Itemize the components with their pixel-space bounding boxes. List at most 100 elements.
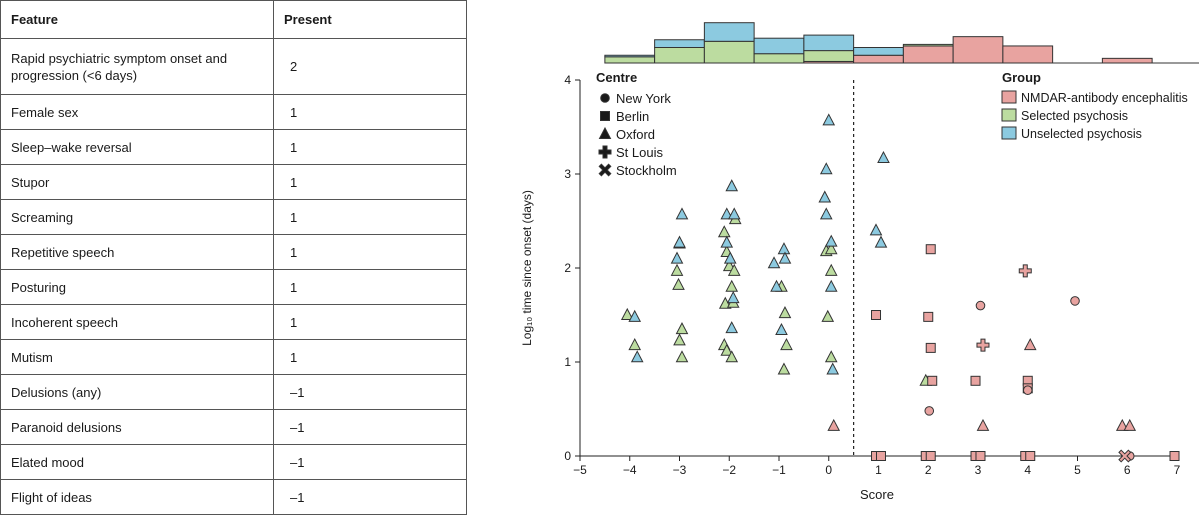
group-legend-label: Unselected psychosis <box>1021 127 1142 141</box>
legend-marker-plus <box>598 145 612 159</box>
data-point-unselected-triangle <box>630 350 644 363</box>
table-row: Mutism 1 <box>0 339 467 375</box>
feature-cell: Repetitive speech <box>0 234 274 270</box>
histogram-bar-nmdar <box>952 36 1004 64</box>
x-tick-label: 0 <box>825 463 832 477</box>
group-legend-label: Selected psychosis <box>1021 109 1128 123</box>
present-cell: 1 <box>273 129 467 165</box>
data-point-nmdar-square <box>923 311 934 322</box>
histogram-bar-unselected <box>753 37 805 55</box>
feature-cell: Screaming <box>0 199 274 235</box>
data-point-selected-triangle <box>672 277 685 290</box>
data-point-unselected-triangle <box>675 207 689 220</box>
feature-cell: Flight of ideas <box>0 479 274 515</box>
data-point-unselected-triangle <box>877 150 890 164</box>
legend-marker-square <box>600 111 610 121</box>
present-cell: 1 <box>273 234 467 270</box>
present-cell: 1 <box>273 164 467 200</box>
x-tick-label: −5 <box>573 463 587 477</box>
x-tick-label: 6 <box>1124 463 1131 477</box>
data-point-unselected-triangle <box>777 242 791 255</box>
table-row: Rapid psychiatric symptom onset and prog… <box>0 38 467 95</box>
data-point-selected-triangle <box>777 362 791 375</box>
data-point-unselected-triangle <box>725 179 739 192</box>
data-point-unselected-triangle <box>767 256 781 269</box>
data-point-selected-triangle <box>824 242 838 255</box>
data-point-selected-triangle <box>824 350 838 363</box>
data-point-unselected-triangle <box>869 223 883 236</box>
data-point-nmdar-triangle <box>1115 418 1129 431</box>
data-point-unselected-triangle <box>670 251 684 264</box>
present-cell: –1 <box>273 374 467 410</box>
data-point-selected-triangle <box>673 333 686 346</box>
histogram-bar-unselected <box>703 22 755 42</box>
data-point-nmdar-plus <box>1018 264 1032 278</box>
histogram-bar-nmdar <box>1101 57 1153 64</box>
centre-legend-label: New York <box>616 91 671 106</box>
data-point-nmdar-triangle <box>976 418 990 431</box>
x-tick-label: 1 <box>875 463 882 477</box>
feature-cell: Paranoid delusions <box>0 409 274 445</box>
data-point-nmdar-square <box>1169 451 1180 461</box>
histogram-bar-selected <box>654 47 705 64</box>
centre-legend-label: Oxford <box>616 127 655 142</box>
table-row: Paranoid delusions –1 <box>0 409 467 445</box>
data-point-unselected-triangle <box>822 113 836 126</box>
data-point-selected-triangle <box>620 307 634 320</box>
data-point-nmdar-circle <box>924 406 935 416</box>
legend-marker-triangle <box>598 126 612 139</box>
centre-legend-label: Berlin <box>616 109 649 124</box>
data-point-unselected-triangle <box>673 235 686 248</box>
legend-swatch-selected <box>1001 108 1017 122</box>
histogram-bar-nmdar <box>902 45 954 64</box>
table-row: Sleep–wake reversal 1 <box>0 129 467 165</box>
data-point-unselected-triangle <box>723 251 737 264</box>
table-row: Posturing 1 <box>0 269 467 305</box>
x-axis-label: Score <box>860 487 894 502</box>
feature-cell: Sleep–wake reversal <box>0 129 274 165</box>
column-header-present: Present <box>273 0 467 39</box>
x-tick-label: 3 <box>975 463 982 477</box>
data-point-unselected-triangle <box>824 234 838 247</box>
table-row: Stupor 1 <box>0 164 467 200</box>
group-legend-label: NMDAR-antibody encephalitis <box>1021 91 1188 105</box>
x-tick-label: 5 <box>1074 463 1081 477</box>
data-point-unselected-triangle <box>727 207 741 220</box>
data-point-unselected-triangle <box>720 207 734 220</box>
data-point-nmdar-square <box>925 451 936 461</box>
table-row: Screaming 1 <box>0 199 467 235</box>
score-scatter-chart: −5 −4 −3 −2 −1 0 1 2 3 4 5 6 7 0 1 2 3 4 Centre New York Be… <box>520 22 1199 502</box>
x-tick-label: 7 <box>1174 463 1181 477</box>
data-point-selected-triangle <box>824 263 838 276</box>
feature-cell: Incoherent speech <box>0 304 274 340</box>
legend-marker-cross <box>598 163 612 177</box>
data-point-nmdar-triangle <box>1123 418 1137 431</box>
present-cell: 2 <box>273 38 467 95</box>
centre-legend-label: St Louis <box>616 145 663 160</box>
histogram-bar-selected <box>803 50 855 62</box>
legend-swatch-nmdar <box>1001 90 1017 104</box>
data-points <box>620 113 1180 463</box>
score-histogram <box>604 22 1199 64</box>
data-point-nmdar-cross <box>1118 449 1132 463</box>
table-row: Elated mood –1 <box>0 444 467 480</box>
data-point-selected-triangle <box>670 263 684 276</box>
table-header-row: Feature Present <box>0 0 467 39</box>
histogram-bar-nmdar <box>853 54 904 64</box>
y-tick-label: 4 <box>564 73 571 87</box>
table-row: Delusions (any) –1 <box>0 374 467 410</box>
feature-cell: Rapid psychiatric symptom onset and prog… <box>0 38 274 95</box>
histogram-bar-selected <box>604 56 656 64</box>
data-point-unselected-triangle <box>818 190 832 203</box>
present-cell: 1 <box>273 94 467 130</box>
y-tick-label: 0 <box>564 449 571 463</box>
data-point-nmdar-square <box>970 375 981 386</box>
data-point-nmdar-plus <box>976 338 990 352</box>
data-point-unselected-triangle <box>726 291 740 304</box>
table-row: Female sex 1 <box>0 94 467 130</box>
y-axis-label: Log₁₀ time since onset (days) <box>520 190 534 346</box>
centre-legend-label: Stockholm <box>616 163 677 178</box>
histogram-bar-unselected <box>853 47 904 56</box>
histogram-bar-selected <box>753 53 805 64</box>
y-tick-label: 1 <box>564 355 571 369</box>
